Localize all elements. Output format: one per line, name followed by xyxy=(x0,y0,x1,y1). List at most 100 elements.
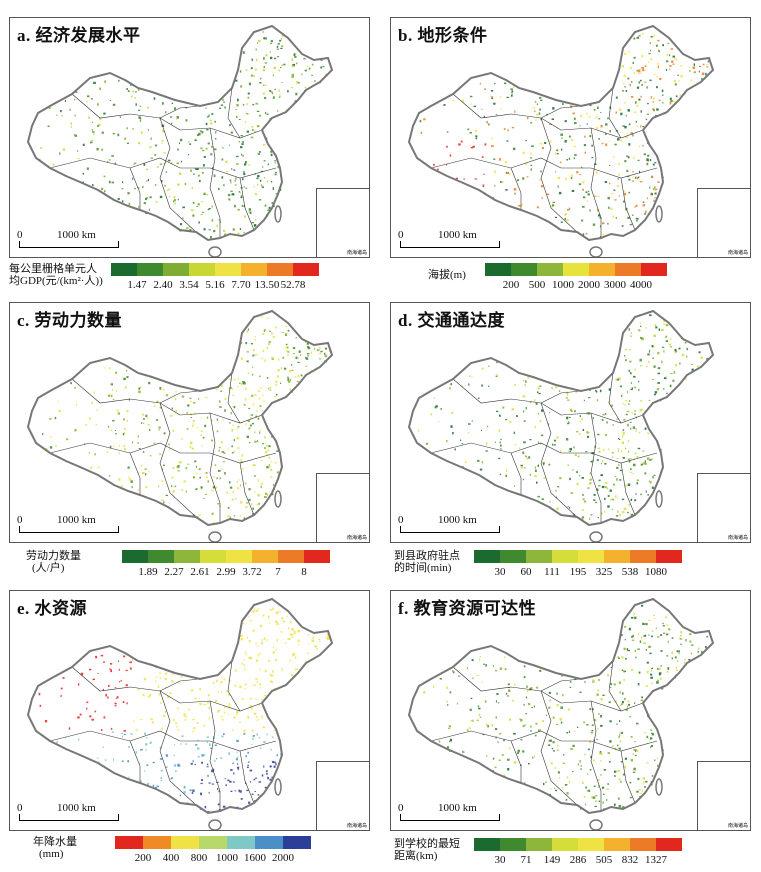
raster-pixel xyxy=(657,181,660,183)
raster-pixel xyxy=(198,698,200,700)
raster-pixel xyxy=(198,397,200,400)
raster-pixel xyxy=(188,226,191,228)
raster-pixel xyxy=(233,169,236,171)
raster-pixel xyxy=(571,189,575,192)
raster-pixel xyxy=(194,460,197,463)
raster-pixel xyxy=(490,95,492,97)
raster-pixel xyxy=(285,325,288,327)
raster-pixel xyxy=(446,145,448,148)
raster-pixel xyxy=(242,622,245,625)
raster-pixel xyxy=(419,119,422,123)
raster-pixel xyxy=(254,339,256,341)
raster-pixel xyxy=(245,654,247,656)
raster-pixel xyxy=(158,693,161,696)
raster-pixel xyxy=(596,488,599,491)
raster-pixel xyxy=(195,465,197,468)
raster-pixel xyxy=(539,420,542,423)
raster-pixel xyxy=(262,349,265,353)
raster-pixel xyxy=(261,699,264,701)
legend-swatch xyxy=(630,838,656,851)
raster-pixel xyxy=(553,750,555,752)
china-map-f xyxy=(407,597,715,830)
raster-pixel xyxy=(52,163,55,166)
raster-pixel xyxy=(574,154,577,156)
panel-title-a: a. 经济发展水平 xyxy=(17,26,141,45)
raster-pixel xyxy=(469,132,472,134)
raster-pixel xyxy=(123,733,127,735)
scale-bar-a: 0 1000 km xyxy=(17,229,127,251)
raster-pixel xyxy=(610,683,612,686)
raster-pixel xyxy=(174,770,177,772)
raster-pixel xyxy=(453,671,455,674)
raster-pixel xyxy=(139,386,142,389)
raster-pixel xyxy=(168,443,170,446)
raster-pixel xyxy=(582,498,585,501)
raster-pixel xyxy=(656,108,659,111)
raster-pixel xyxy=(155,676,157,678)
raster-pixel xyxy=(468,383,470,386)
raster-pixel xyxy=(130,480,133,483)
raster-pixel xyxy=(199,179,201,183)
raster-pixel xyxy=(270,42,273,44)
province-boundary xyxy=(540,390,582,404)
inset-caption-f: 南海诸岛 xyxy=(727,824,748,829)
raster-pixel xyxy=(560,721,563,724)
raster-pixel xyxy=(493,158,496,160)
raster-pixel xyxy=(246,351,249,353)
raster-pixel xyxy=(272,187,274,190)
raster-pixel xyxy=(433,397,435,399)
raster-pixel xyxy=(667,42,669,45)
raster-pixel xyxy=(264,447,266,449)
raster-pixel xyxy=(268,464,270,467)
raster-pixel xyxy=(237,98,239,102)
raster-pixel xyxy=(207,142,210,145)
raster-pixel xyxy=(590,755,593,759)
raster-pixel xyxy=(258,736,261,739)
raster-pixel xyxy=(149,146,152,149)
raster-pixel xyxy=(572,514,575,517)
raster-pixel xyxy=(644,65,647,67)
raster-pixel xyxy=(522,451,525,454)
scale-zero-b: 0 xyxy=(398,229,404,241)
raster-pixel xyxy=(628,503,630,507)
raster-pixel xyxy=(638,633,640,636)
scale-distance-f: 1000 km xyxy=(438,802,477,814)
raster-pixel xyxy=(607,494,610,497)
raster-pixel xyxy=(265,54,268,57)
raster-pixel xyxy=(193,727,196,729)
raster-pixel xyxy=(247,764,249,766)
raster-pixel xyxy=(101,148,104,151)
legend-b: 海拔(m) 200 500 1000 2000 3000 4000 xyxy=(390,263,690,293)
raster-pixel xyxy=(627,705,629,708)
raster-pixel xyxy=(311,74,313,76)
raster-pixel xyxy=(679,94,682,97)
raster-pixel xyxy=(450,425,453,428)
province-boundary xyxy=(159,402,197,518)
raster-pixel xyxy=(498,158,501,161)
raster-pixel xyxy=(649,459,652,461)
raster-pixel xyxy=(538,412,540,415)
raster-pixel xyxy=(252,74,255,77)
raster-pixel xyxy=(522,177,525,180)
raster-pixel xyxy=(624,404,626,406)
raster-pixel xyxy=(604,133,607,135)
raster-pixel xyxy=(565,798,568,801)
raster-pixel xyxy=(231,445,233,448)
raster-pixel xyxy=(675,95,678,98)
province-boundary xyxy=(452,378,562,416)
raster-pixel xyxy=(208,717,210,720)
raster-pixel xyxy=(443,104,446,106)
raster-pixel xyxy=(264,37,267,40)
raster-pixel xyxy=(147,423,150,426)
raster-pixel xyxy=(258,375,261,378)
raster-pixel xyxy=(234,204,236,208)
raster-pixel xyxy=(590,731,594,734)
raster-pixel xyxy=(263,66,265,69)
raster-pixel xyxy=(117,412,121,415)
raster-pixel xyxy=(618,778,621,781)
raster-pixel xyxy=(596,126,598,130)
raster-pixel xyxy=(205,107,207,109)
raster-pixel xyxy=(609,686,612,688)
raster-pixel xyxy=(245,398,247,401)
raster-pixel xyxy=(325,637,328,639)
